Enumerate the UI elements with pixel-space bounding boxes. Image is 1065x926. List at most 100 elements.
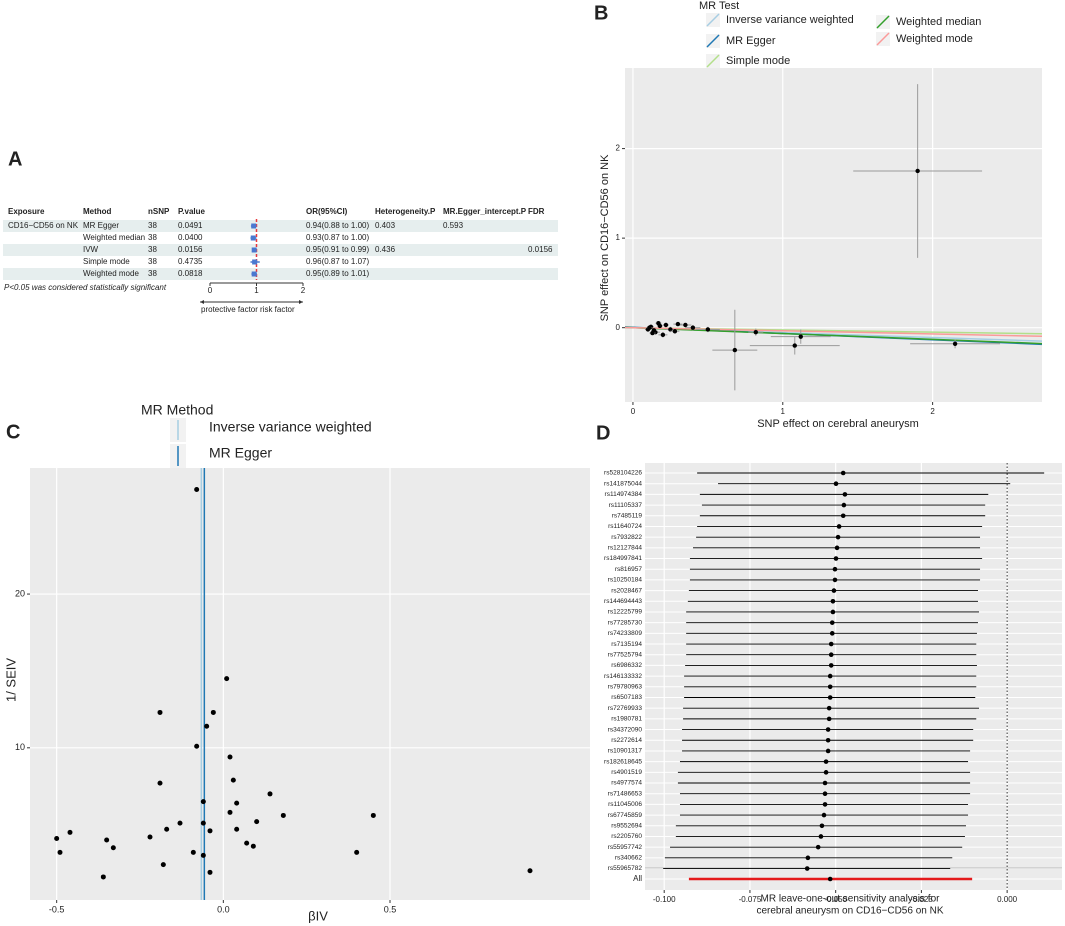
legend-label: MR Egger [726, 35, 776, 47]
point [207, 869, 213, 875]
legend-key-line [876, 32, 890, 46]
plot-background [625, 68, 1042, 402]
row-label: rs10901317 [608, 748, 643, 755]
table-cell: MR Egger [83, 221, 119, 230]
row-label: rs1980781 [611, 716, 642, 723]
x-tick-label: -0.075 [739, 895, 762, 904]
point [663, 322, 669, 328]
point-estimate [828, 652, 834, 658]
legend-title: MR Test [699, 0, 739, 12]
legend-label: Weighted mode [896, 33, 973, 45]
point-estimate [829, 620, 835, 625]
point-estimate [836, 524, 842, 529]
row-label: rs34372090 [608, 726, 643, 733]
column-header: Exposure [8, 207, 45, 216]
row-label: rs141875044 [604, 480, 642, 487]
point-estimate [833, 556, 839, 561]
row-label: rs12127844 [608, 545, 643, 552]
column-header: FDR [528, 207, 545, 216]
point [207, 828, 213, 834]
point-estimate [805, 855, 811, 861]
point [705, 327, 711, 332]
x-tick-label: 0 [631, 407, 636, 416]
point-estimate [822, 780, 828, 786]
point [647, 325, 652, 330]
point [650, 330, 655, 336]
point [190, 849, 196, 855]
table-cell: Weighted mode [83, 269, 139, 278]
x-tick-label: -0.5 [49, 904, 65, 914]
point [267, 791, 273, 797]
point-estimate [250, 235, 256, 241]
table-cell: 0.436 [375, 245, 396, 254]
y-axis-label: 1/ SEIV [3, 658, 18, 702]
point [798, 334, 803, 339]
point [147, 834, 153, 840]
point [690, 325, 696, 330]
legend-label: Inverse variance weighted [726, 14, 854, 26]
legend-label: Inverse variance weighted [209, 419, 372, 435]
point-estimate [830, 598, 836, 604]
point [67, 829, 73, 835]
row-label: rs12225799 [608, 609, 643, 616]
column-header: MR.Egger_intercept.P [443, 207, 527, 216]
point-estimate [252, 259, 258, 265]
point-estimate [827, 684, 833, 690]
point-estimate [822, 791, 828, 796]
table-cell: 38 [148, 245, 157, 254]
point-estimate [834, 545, 840, 551]
point [227, 754, 233, 760]
table-cell: 0.95(0.91 to 0.99) [306, 245, 369, 254]
row-label: rs6986332 [611, 662, 642, 669]
row-label: rs7932822 [611, 534, 642, 541]
row-label: rs55965782 [608, 865, 643, 872]
legend-label: Weighted median [896, 16, 981, 28]
table-cell: 0.0491 [178, 221, 203, 230]
regression-line [624, 326, 1043, 345]
point-estimate [828, 641, 834, 647]
row-label: rs77525794 [608, 651, 643, 658]
table-cell: 0.0156 [178, 245, 203, 254]
row-label: rs77285730 [608, 619, 643, 626]
table-cell: 0.0156 [528, 245, 553, 254]
point-estimate [833, 481, 839, 486]
point-estimate [826, 705, 832, 711]
row-label: rs11105337 [609, 502, 643, 509]
point [110, 845, 116, 851]
point [157, 780, 163, 786]
legend-label: MR Egger [209, 445, 272, 461]
legend-key-line [706, 54, 720, 68]
x-tick-label: 0.000 [997, 895, 1018, 904]
row-shade [3, 268, 558, 280]
x-tick-label: 2 [301, 286, 306, 295]
y-tick-label: 1 [616, 233, 621, 242]
row-label: rs67745859 [608, 812, 643, 819]
row-label: rs2272614 [611, 737, 642, 744]
point [194, 487, 200, 493]
panel-letter: D [596, 422, 610, 444]
y-tick-label: 20 [15, 588, 25, 598]
row-label: rs11045006 [608, 801, 642, 808]
point-estimate [251, 271, 257, 277]
row-label: rs55957742 [608, 844, 643, 851]
row-label: rs4977574 [611, 780, 642, 787]
point [160, 862, 166, 868]
x-tick-label: 0 [208, 286, 213, 295]
point-estimate [840, 513, 846, 519]
table-cell: Simple mode [83, 257, 130, 266]
legend-key-line [706, 34, 720, 48]
panel-letter: B [594, 2, 608, 24]
point-estimate [819, 823, 825, 829]
x-tick-label: 1 [781, 407, 786, 416]
point-estimate [832, 566, 838, 572]
table-cell: 0.93(0.87 to 1.00) [306, 233, 369, 242]
point-estimate [251, 223, 257, 229]
table-cell: 0.403 [375, 221, 396, 230]
point-estimate [823, 770, 829, 775]
point-estimate [842, 492, 848, 497]
table-cell: 0.0818 [178, 269, 203, 278]
point [210, 709, 216, 715]
point-estimate [831, 588, 837, 593]
point-estimate [827, 695, 833, 700]
point-estimate [826, 716, 832, 722]
